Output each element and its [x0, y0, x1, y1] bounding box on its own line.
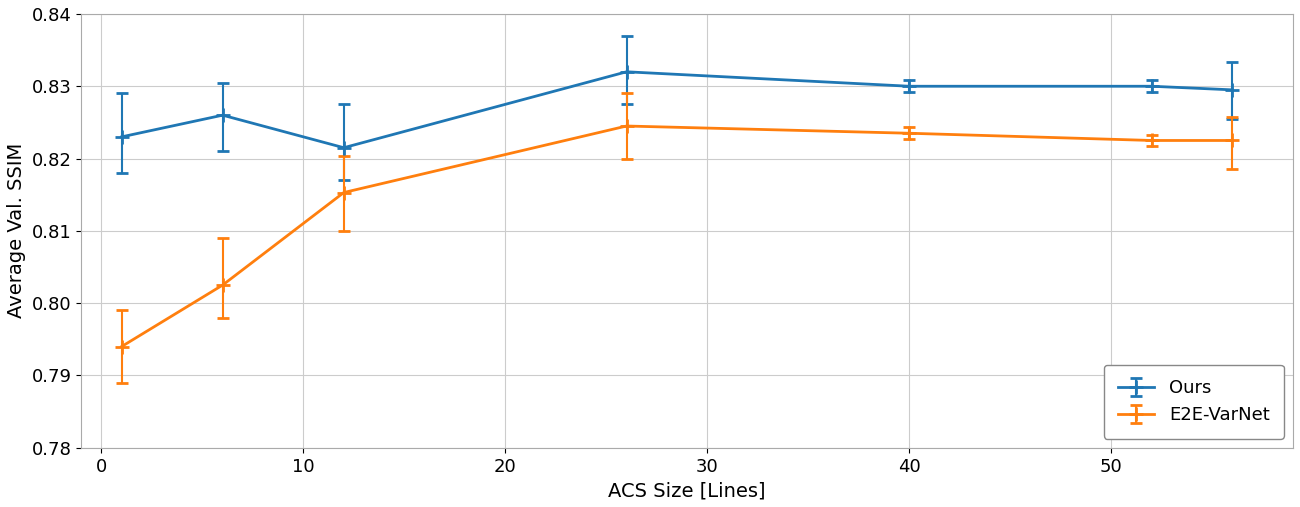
- X-axis label: ACS Size [Lines]: ACS Size [Lines]: [608, 481, 766, 500]
- Legend: Ours, E2E-VarNet: Ours, E2E-VarNet: [1104, 365, 1284, 439]
- Y-axis label: Average Val. SSIM: Average Val. SSIM: [6, 143, 26, 318]
